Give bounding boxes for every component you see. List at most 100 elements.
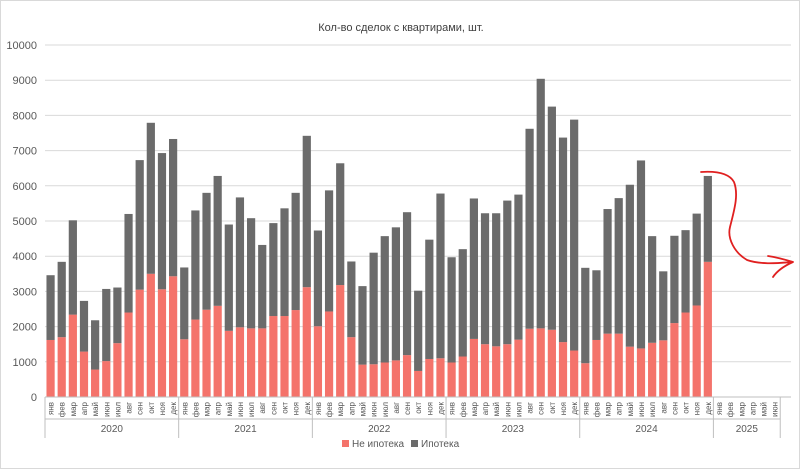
bar-not-mortgage [603, 333, 612, 397]
y-tick-label: 2000 [13, 322, 37, 334]
x-tick-label: ноя [292, 402, 301, 415]
y-tick-label: 0 [31, 392, 37, 404]
x-tick-label: сен [403, 402, 412, 415]
bar-not-mortgage [46, 339, 55, 397]
x-tick-label: янв [314, 402, 323, 415]
year-label: 2022 [368, 424, 391, 435]
bar-mortgage [402, 212, 412, 356]
x-tick-label: апр [481, 401, 490, 415]
x-tick-label: июл [113, 402, 122, 417]
year-label: 2025 [736, 424, 759, 435]
bar-mortgage [447, 257, 456, 363]
bar-not-mortgage [91, 369, 100, 397]
bar-mortgage [324, 190, 334, 312]
bar-mortgage [302, 135, 311, 288]
bar-not-mortgage [581, 363, 590, 397]
x-tick-label: дек [704, 402, 713, 415]
x-tick-label: окт [414, 402, 423, 414]
bar-not-mortgage [380, 362, 389, 397]
x-tick-label: июн [771, 402, 780, 417]
x-tick-label: сен [670, 402, 679, 415]
annotation-scribble [700, 170, 794, 278]
y-tick-label: 10000 [6, 40, 37, 52]
x-tick-label: янв [581, 402, 590, 415]
bar-mortgage [91, 320, 100, 370]
x-tick-label: сен [537, 402, 546, 415]
legend-swatch-mortgage [411, 440, 418, 447]
bar-not-mortgage [246, 328, 256, 397]
bar-mortgage [68, 220, 77, 315]
bar-not-mortgage [102, 361, 111, 397]
bar-not-mortgage [146, 273, 155, 397]
bar-mortgage [469, 198, 478, 339]
y-tick-label: 5000 [13, 216, 37, 228]
bar-mortgage [391, 227, 401, 361]
bar-not-mortgage [636, 348, 646, 397]
x-tick-label: май [492, 402, 501, 416]
bar-mortgage [380, 236, 389, 363]
bar-not-mortgage [369, 364, 378, 397]
x-ticks: янв фев мар апр май июн июл авг сен окт ноя дек янв ф… [47, 401, 780, 417]
bar-not-mortgage [558, 342, 568, 397]
bar-not-mortgage [79, 351, 89, 397]
bar-not-mortgage [592, 339, 601, 397]
x-tick-label: июл [514, 402, 523, 417]
x-tick-label: фев [325, 402, 334, 417]
bar-not-mortgage [113, 343, 122, 397]
bar-mortgage [291, 192, 300, 311]
x-tick-label: дек [570, 402, 579, 415]
bar-mortgage [558, 137, 568, 343]
bar-mortgage [191, 210, 200, 320]
x-tick-label: окт [682, 402, 691, 414]
bar-mortgage [113, 287, 122, 344]
bar-not-mortgage [124, 312, 133, 397]
bar-not-mortgage [458, 356, 467, 397]
bar-mortgage [313, 230, 323, 327]
legend-label-not-mortgage: Не ипотека [352, 439, 405, 450]
axes [44, 396, 791, 438]
x-tick-label: дек [303, 402, 312, 415]
bar-mortgage [458, 249, 467, 357]
bar-mortgage [625, 184, 634, 347]
x-tick-label: мар [470, 401, 479, 416]
y-tick-label: 8000 [13, 110, 37, 122]
bar-not-mortgage [414, 370, 423, 397]
x-tick-label: дек [169, 402, 178, 415]
x-tick-label: фев [459, 402, 468, 417]
bar-not-mortgage [68, 314, 77, 397]
bar-not-mortgage [258, 328, 267, 397]
bar-mortgage [347, 261, 356, 338]
y-tick-label: 4000 [13, 251, 37, 263]
x-tick-label: сен [136, 402, 145, 415]
x-tick-label: фев [58, 402, 67, 417]
x-tick-label: май [225, 402, 234, 416]
bar-not-mortgage [191, 319, 200, 397]
chart-title: Кол-во сделок с квартирами, шт. [318, 22, 483, 34]
bar-not-mortgage [480, 344, 490, 397]
bar-not-mortgage [180, 339, 189, 397]
x-tick-label: дек [436, 402, 445, 415]
bar-mortgage [213, 175, 222, 306]
x-tick-label: окт [548, 402, 557, 414]
bar-not-mortgage [324, 311, 334, 397]
x-tick-label: ноя [158, 402, 167, 415]
bar-not-mortgage [291, 310, 300, 397]
bar-mortgage [246, 218, 256, 329]
bar-not-mortgage [536, 328, 545, 397]
year-label: 2023 [502, 424, 525, 435]
bar-not-mortgage [358, 364, 367, 397]
bar-mortgage [581, 267, 590, 364]
bar-mortgage [525, 128, 534, 329]
x-tick-label: мар [203, 401, 212, 416]
x-tick-label: апр [615, 401, 624, 415]
y-tick-label: 7000 [13, 146, 37, 158]
y-tick-label: 1000 [13, 357, 37, 369]
bar-not-mortgage [447, 362, 456, 397]
bar-not-mortgage [659, 340, 668, 397]
bar-mortgage [648, 236, 657, 343]
bar-mortgage [492, 213, 501, 347]
bar-not-mortgage [703, 261, 712, 397]
bar-mortgage [224, 224, 233, 331]
bar-not-mortgage [681, 312, 690, 397]
